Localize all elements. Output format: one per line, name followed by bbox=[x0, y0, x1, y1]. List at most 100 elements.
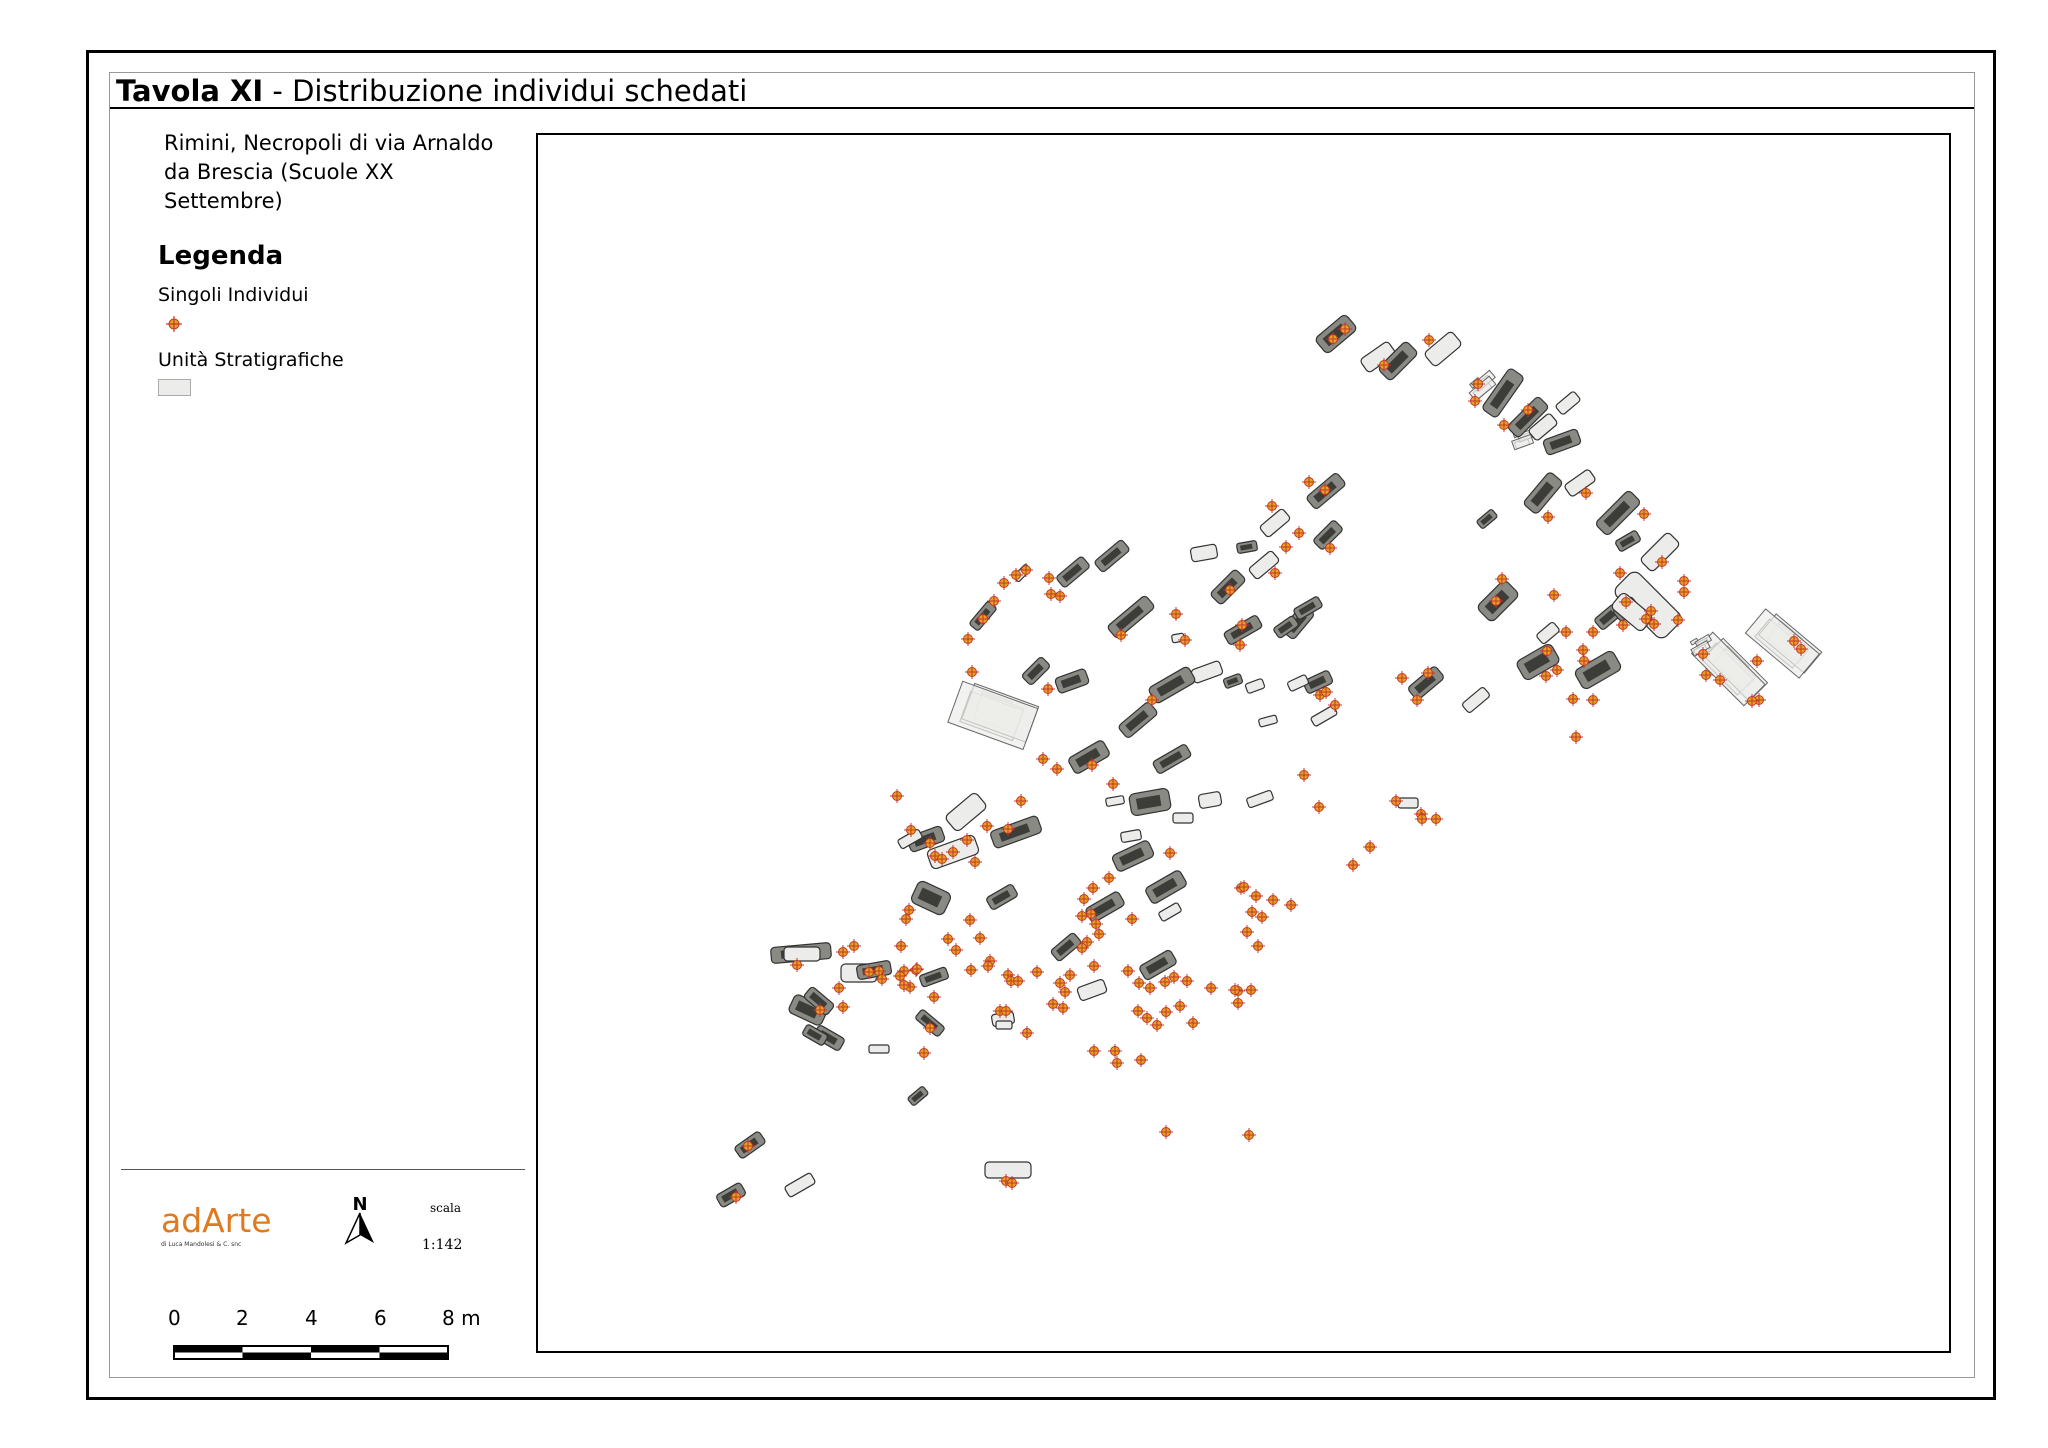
individual-marker-icon[interactable] bbox=[1134, 1053, 1148, 1067]
individual-marker-icon[interactable] bbox=[1110, 1056, 1124, 1070]
individual-marker-icon[interactable] bbox=[862, 965, 876, 979]
individual-marker-icon[interactable] bbox=[1140, 1011, 1154, 1025]
individual-marker-icon[interactable] bbox=[894, 939, 908, 953]
individual-marker-icon[interactable] bbox=[1063, 968, 1077, 982]
individual-marker-icon[interactable] bbox=[1577, 654, 1591, 668]
individual-marker-icon[interactable] bbox=[1169, 607, 1183, 621]
individual-marker-icon[interactable] bbox=[1586, 625, 1600, 639]
individual-marker-icon[interactable] bbox=[1056, 1001, 1070, 1015]
individual-marker-icon[interactable] bbox=[1328, 698, 1342, 712]
individual-marker-icon[interactable] bbox=[1297, 768, 1311, 782]
individual-marker-icon[interactable] bbox=[893, 969, 907, 983]
individual-marker-icon[interactable] bbox=[1020, 1026, 1034, 1040]
individual-marker-icon[interactable] bbox=[1086, 881, 1100, 895]
individual-marker-icon[interactable] bbox=[1787, 634, 1801, 648]
individual-marker-icon[interactable] bbox=[902, 903, 916, 917]
individual-marker-icon[interactable] bbox=[1395, 671, 1409, 685]
individual-marker-icon[interactable] bbox=[1521, 403, 1535, 417]
individual-marker-icon[interactable] bbox=[1114, 628, 1128, 642]
individual-marker-icon[interactable] bbox=[1167, 970, 1181, 984]
individual-marker-icon[interactable] bbox=[968, 855, 982, 869]
individual-marker-icon[interactable] bbox=[1030, 965, 1044, 979]
individual-marker-icon[interactable] bbox=[1279, 540, 1293, 554]
individual-marker-icon[interactable] bbox=[1159, 1125, 1173, 1139]
individual-marker-icon[interactable] bbox=[1050, 762, 1064, 776]
individual-marker-icon[interactable] bbox=[1389, 794, 1403, 808]
individual-marker-icon[interactable] bbox=[973, 931, 987, 945]
individual-marker-icon[interactable] bbox=[1005, 1176, 1019, 1190]
individual-marker-icon[interactable] bbox=[1150, 1018, 1164, 1032]
individual-marker-icon[interactable] bbox=[1363, 840, 1377, 854]
individual-marker-icon[interactable] bbox=[1569, 730, 1583, 744]
individual-marker-icon[interactable] bbox=[1302, 475, 1316, 489]
individual-marker-icon[interactable] bbox=[1145, 693, 1159, 707]
individual-marker-icon[interactable] bbox=[960, 833, 974, 847]
individual-marker-icon[interactable] bbox=[1415, 812, 1429, 826]
individual-marker-icon[interactable] bbox=[1249, 889, 1263, 903]
individual-marker-icon[interactable] bbox=[1204, 981, 1218, 995]
individual-marker-icon[interactable] bbox=[875, 972, 889, 986]
individual-marker-icon[interactable] bbox=[1377, 358, 1391, 372]
individual-marker-icon[interactable] bbox=[964, 963, 978, 977]
individual-marker-icon[interactable] bbox=[1041, 682, 1055, 696]
individual-marker-icon[interactable] bbox=[1245, 905, 1259, 919]
individual-marker-icon[interactable] bbox=[1750, 654, 1764, 668]
individual-marker-icon[interactable] bbox=[1410, 693, 1424, 707]
individual-marker-icon[interactable] bbox=[790, 958, 804, 972]
individual-marker-icon[interactable] bbox=[941, 932, 955, 946]
individual-marker-icon[interactable] bbox=[1087, 1044, 1101, 1058]
individual-marker-icon[interactable] bbox=[1240, 925, 1254, 939]
individual-marker-icon[interactable] bbox=[1036, 752, 1050, 766]
individual-marker-icon[interactable] bbox=[1132, 976, 1146, 990]
individual-marker-icon[interactable] bbox=[1696, 647, 1710, 661]
individual-marker-icon[interactable] bbox=[1186, 1016, 1200, 1030]
individual-marker-icon[interactable] bbox=[1014, 794, 1028, 808]
individual-marker-icon[interactable] bbox=[1044, 587, 1058, 601]
individual-marker-icon[interactable] bbox=[917, 1046, 931, 1060]
individual-marker-icon[interactable] bbox=[1180, 974, 1194, 988]
individual-marker-icon[interactable] bbox=[1131, 1004, 1145, 1018]
individual-marker-icon[interactable] bbox=[1173, 999, 1187, 1013]
individual-marker-icon[interactable] bbox=[1495, 572, 1509, 586]
individual-marker-icon[interactable] bbox=[1231, 996, 1245, 1010]
individual-marker-icon[interactable] bbox=[813, 1003, 827, 1017]
individual-marker-icon[interactable] bbox=[899, 912, 913, 926]
individual-marker-icon[interactable] bbox=[1671, 613, 1685, 627]
individual-marker-icon[interactable] bbox=[1338, 322, 1352, 336]
individual-marker-icon[interactable] bbox=[1087, 959, 1101, 973]
individual-marker-icon[interactable] bbox=[1058, 985, 1072, 999]
individual-marker-icon[interactable] bbox=[836, 1000, 850, 1014]
individual-marker-icon[interactable] bbox=[923, 1021, 937, 1035]
individual-marker-icon[interactable] bbox=[1228, 983, 1242, 997]
individual-marker-icon[interactable] bbox=[1108, 1044, 1122, 1058]
individual-marker-icon[interactable] bbox=[1284, 898, 1298, 912]
individual-marker-icon[interactable] bbox=[1312, 800, 1326, 814]
individual-marker-icon[interactable] bbox=[987, 594, 1001, 608]
individual-marker-icon[interactable] bbox=[1677, 574, 1691, 588]
individual-marker-icon[interactable] bbox=[847, 939, 861, 953]
individual-marker-icon[interactable] bbox=[961, 632, 975, 646]
individual-marker-icon[interactable] bbox=[1468, 394, 1482, 408]
individual-marker-icon[interactable] bbox=[976, 612, 990, 626]
individual-marker-icon[interactable] bbox=[904, 823, 918, 837]
individual-marker-icon[interactable] bbox=[1011, 974, 1025, 988]
individual-marker-icon[interactable] bbox=[1265, 499, 1279, 513]
individual-marker-icon[interactable] bbox=[965, 665, 979, 679]
individual-marker-icon[interactable] bbox=[1586, 693, 1600, 707]
individual-marker-icon[interactable] bbox=[890, 789, 904, 803]
individual-marker-icon[interactable] bbox=[1163, 846, 1177, 860]
individual-marker-icon[interactable] bbox=[1637, 507, 1651, 521]
individual-marker-icon[interactable] bbox=[1616, 618, 1630, 632]
individual-marker-icon[interactable] bbox=[1422, 333, 1436, 347]
individual-marker-icon[interactable] bbox=[836, 945, 850, 959]
individual-marker-icon[interactable] bbox=[1550, 663, 1564, 677]
individual-marker-icon[interactable] bbox=[1547, 588, 1561, 602]
individual-marker-icon[interactable] bbox=[1075, 909, 1089, 923]
individual-marker-icon[interactable] bbox=[1242, 1128, 1256, 1142]
individual-marker-icon[interactable] bbox=[1540, 644, 1554, 658]
individual-marker-icon[interactable] bbox=[1143, 981, 1157, 995]
individual-marker-icon[interactable] bbox=[997, 576, 1011, 590]
individual-marker-icon[interactable] bbox=[1085, 758, 1099, 772]
individual-marker-icon[interactable] bbox=[1159, 1005, 1173, 1019]
individual-marker-icon[interactable] bbox=[1266, 893, 1280, 907]
